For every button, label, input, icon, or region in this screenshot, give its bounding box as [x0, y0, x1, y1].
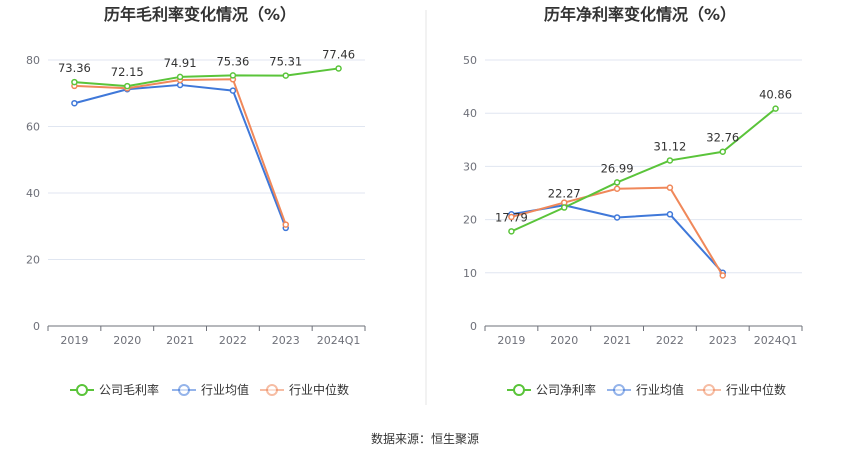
data-label: 74.91	[164, 56, 197, 70]
data-label: 40.86	[759, 88, 792, 102]
legend-item: 行业均值	[607, 382, 684, 397]
series-2	[71, 81, 289, 232]
chart-title: 历年毛利率变化情况（%）	[104, 5, 296, 24]
y-tick-label: 40	[463, 107, 477, 120]
data-label: 22.27	[548, 187, 581, 201]
legend-marker	[178, 384, 190, 396]
data-point	[71, 99, 78, 107]
series-line	[74, 78, 287, 225]
y-tick-label: 0	[470, 320, 477, 333]
series-line	[511, 107, 777, 233]
legend-marker	[76, 384, 88, 396]
data-label: 32.76	[706, 131, 739, 145]
data-point	[508, 228, 515, 235]
data-point	[666, 211, 674, 218]
series-line	[511, 186, 724, 276]
data-source-note: 数据来源：恒生聚源	[370, 432, 479, 446]
legend-label: 行业均值	[636, 382, 684, 397]
legend-item: 公司毛利率	[70, 382, 159, 397]
y-tick-label: 10	[463, 267, 477, 280]
data-point	[613, 179, 621, 186]
legend-marker	[613, 384, 625, 396]
data-point	[666, 184, 674, 191]
legend-label: 行业均值	[201, 382, 249, 397]
y-tick-label: 80	[26, 54, 40, 67]
data-label: 75.31	[269, 55, 302, 69]
chart-panel-1: 历年毛利率变化情况（%） 0 20 40 60 80 2019 2020 2021 2022 202…	[26, 5, 366, 397]
x-tick-label: 2020	[550, 334, 578, 347]
legend-marker	[266, 384, 278, 396]
series-1: 73.36 72.15 74.91 75.36 75.31 77.46	[58, 47, 355, 90]
data-label: 72.15	[111, 65, 144, 79]
data-label: 26.99	[601, 161, 634, 175]
data-point	[666, 157, 674, 164]
data-point	[71, 78, 78, 86]
x-tick-label: 2019	[60, 334, 88, 347]
x-tick-label: 2023	[709, 334, 737, 347]
y-tick-label: 0	[33, 320, 40, 333]
legend-marker	[703, 384, 715, 396]
data-point	[124, 82, 131, 90]
y-tick-label: 20	[26, 254, 40, 267]
series-line	[74, 67, 339, 88]
legend-label: 公司净利率	[536, 382, 596, 397]
legend-item: 公司净利率	[507, 382, 596, 397]
x-tick-label: 2021	[603, 334, 631, 347]
legend-marker	[513, 384, 525, 396]
data-point	[508, 213, 515, 221]
x-tick-label: 2022	[219, 334, 247, 347]
x-tick-label: 2021	[166, 334, 194, 347]
y-tick-label: 50	[463, 54, 477, 67]
chart-title: 历年净利率变化情况（%）	[544, 5, 736, 24]
y-tick-label: 40	[26, 187, 40, 200]
data-point	[176, 73, 184, 81]
data-label: 31.12	[653, 139, 686, 153]
data-point	[613, 185, 621, 192]
data-point	[772, 105, 779, 112]
data-label: 77.46	[322, 47, 355, 61]
data-point	[719, 272, 726, 279]
data-point	[282, 221, 289, 228]
legend-label: 行业中位数	[726, 382, 786, 397]
data-label: 73.36	[58, 61, 91, 75]
data-point	[719, 148, 726, 155]
x-tick-label: 2019	[497, 334, 525, 347]
series-line	[74, 83, 287, 229]
x-tick-label: 2024Q1	[754, 334, 798, 347]
data-point	[282, 72, 289, 79]
legend-item: 行业均值	[172, 382, 249, 397]
data-point	[561, 204, 568, 211]
data-label: 75.36	[216, 54, 249, 68]
chart-panel-2: 历年净利率变化情况（%） 0 10 20 30 40 50 2019 2020 2021 2022 2…	[463, 5, 803, 397]
data-point	[613, 214, 621, 221]
data-label: 17.79	[495, 210, 528, 224]
legend-label: 公司毛利率	[99, 382, 159, 397]
x-tick-label: 2024Q1	[317, 334, 361, 347]
x-tick-label: 2023	[272, 334, 300, 347]
series-3	[508, 184, 726, 279]
legend-item: 行业中位数	[260, 382, 349, 397]
data-point	[229, 72, 237, 79]
series-2	[508, 201, 726, 277]
legend-item: 行业中位数	[697, 382, 786, 397]
x-tick-label: 2022	[656, 334, 684, 347]
legend-label: 行业中位数	[289, 382, 349, 397]
data-point	[229, 87, 237, 94]
y-tick-label: 20	[463, 214, 477, 227]
x-tick-label: 2020	[113, 334, 141, 347]
y-tick-label: 30	[463, 160, 477, 173]
data-point	[335, 65, 342, 72]
series-1: 17.79 22.27 26.99 31.12 32.76 40.86	[495, 88, 792, 235]
y-tick-label: 60	[26, 121, 40, 134]
